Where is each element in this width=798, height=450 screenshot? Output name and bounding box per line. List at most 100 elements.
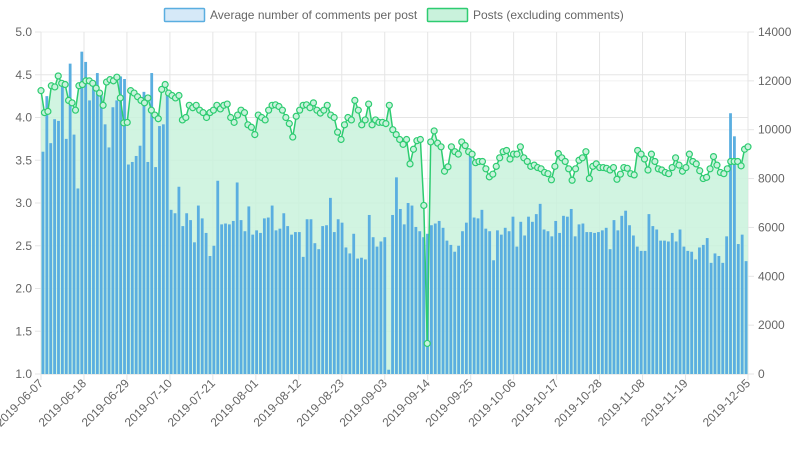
bar [84,61,88,375]
y-left-tick-label: 5.0 [15,25,32,39]
bar [173,213,177,374]
line-point [282,113,290,122]
line-point [323,101,331,109]
line-point [399,140,407,148]
line-point [706,165,714,173]
legend-item-bars[interactable]: Average number of comments per post [163,7,418,23]
bar [76,188,80,374]
line-point [665,170,673,178]
bar [317,249,321,374]
bar [154,167,157,374]
line-point [468,150,476,158]
bar [538,203,542,374]
line-point [651,157,659,166]
line-point [51,83,59,91]
bar [375,246,379,374]
line-point [571,165,580,173]
bar [464,222,468,374]
bar [247,206,251,374]
bar [212,245,216,374]
bar [216,180,220,374]
bar [344,247,348,374]
bar [542,229,546,374]
bar [200,218,204,374]
bar [422,237,426,374]
line-point [623,164,631,172]
line-point [54,72,62,80]
bar [666,241,670,374]
bar [270,205,274,374]
line-point [616,170,625,178]
line-point [389,126,397,134]
line-point [409,145,418,153]
bar [534,214,538,374]
bar [573,236,577,374]
bar [523,235,527,374]
bar [430,225,433,374]
line-point [544,170,552,178]
bar [196,205,200,374]
bar [717,256,721,374]
bar [391,214,394,374]
bar [286,226,290,374]
line-point [454,150,462,158]
bar [371,237,375,374]
line-point [202,113,211,122]
line-point [492,162,500,170]
bar [348,253,352,374]
bar [103,124,107,374]
bar [643,250,647,374]
bar [332,232,336,374]
bar [701,244,705,374]
bar [181,226,185,374]
line-point [230,118,238,126]
bar [64,138,68,375]
line-point [144,94,152,102]
line-point [261,116,269,124]
y-left-tick-label: 4.5 [15,68,32,82]
bar [45,96,49,375]
line-point [668,163,676,172]
bar [612,220,616,374]
line-point [682,163,690,172]
line-point [696,167,704,175]
bar [53,119,56,375]
line-point [516,143,524,151]
y-left-tick-label: 1.0 [15,367,32,381]
bar [255,230,258,374]
line-point [361,116,369,124]
legend-item-line[interactable]: Posts (excluding comments) [426,7,624,23]
bar [433,223,437,374]
line-point [609,163,618,172]
line-point [478,157,487,166]
line-point [744,143,752,151]
bar [294,232,297,374]
bar [138,145,142,374]
line-point [365,100,373,108]
line-point [685,150,693,158]
bar [99,94,103,375]
bar [635,246,639,374]
line-point [585,174,593,183]
bar [185,213,189,374]
bar [628,225,631,374]
line-point [568,176,576,184]
bar [41,151,45,374]
bar [589,232,593,374]
line-point [192,101,200,109]
line-point [513,150,521,158]
line-point [368,121,376,129]
bar [88,100,91,375]
y-right-tick-label: 14000 [758,25,792,39]
bar [130,161,134,374]
bar [659,240,662,374]
bar [278,228,282,374]
bar [729,113,732,374]
bar [651,226,655,374]
line-point [647,150,656,158]
bar [123,79,126,375]
line-point [285,120,293,128]
line-point [703,173,711,181]
y-right-tick-label: 0 [758,367,765,381]
